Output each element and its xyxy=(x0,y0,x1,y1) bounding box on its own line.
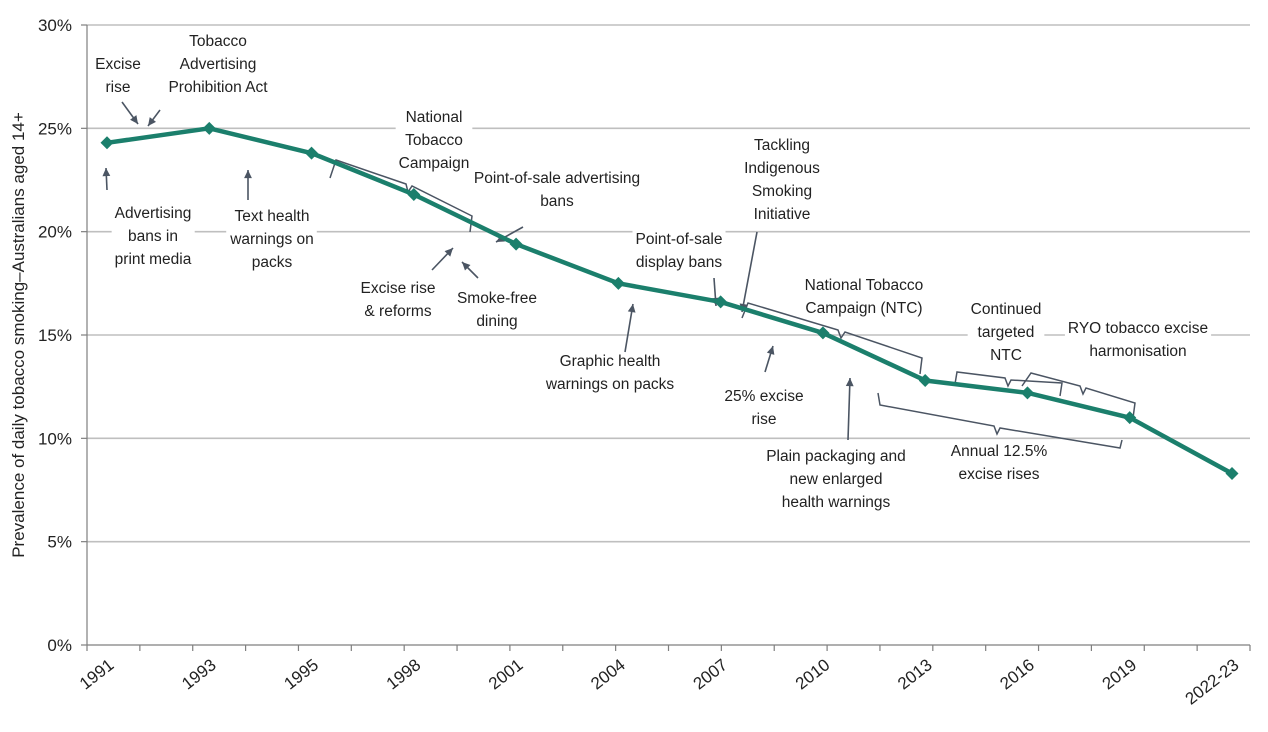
arrow-head xyxy=(244,170,252,179)
arrow-head xyxy=(766,346,775,355)
annotation-label: Smoke-free dining xyxy=(457,290,537,330)
annotation-label: Plain packaging and new enlarged health wa… xyxy=(766,448,906,511)
annotation-backing xyxy=(1064,319,1212,361)
x-tick-label: 2010 xyxy=(792,655,834,693)
arrow-head xyxy=(845,378,854,387)
y-tick-label: 20% xyxy=(38,223,72,242)
annotation-label: Point-of-sale display bans xyxy=(635,231,722,271)
arrow-head xyxy=(444,248,453,257)
x-tick-label: 2013 xyxy=(894,655,936,693)
axes xyxy=(81,24,1251,651)
annotation-backing xyxy=(453,289,541,331)
data-point xyxy=(100,136,114,150)
annotation-backing xyxy=(721,387,807,429)
annotation-label: Advertising bans in print media xyxy=(115,205,192,268)
data-point xyxy=(202,121,216,135)
annotation-bracket xyxy=(1021,372,1136,419)
data-point xyxy=(509,237,523,251)
arrow-head xyxy=(627,304,636,313)
annotation-label: Graphic health warnings on packs xyxy=(545,353,675,393)
annotation-arrow xyxy=(624,303,634,353)
x-tick-labels: 1991 1993 1995 1998 2001 2004 2007 2010 2013 2016… xyxy=(76,655,1243,708)
data-point xyxy=(1020,386,1034,400)
annotation-label: National Tobacco Campaign (NTC) xyxy=(805,277,924,317)
arrow-head xyxy=(462,262,471,271)
annotation-label: Tackling Indigenous Smoking Initiative xyxy=(744,137,820,223)
arrow-head xyxy=(102,168,111,177)
annotation-label: 25% excise rise xyxy=(724,388,803,428)
x-tick-label: 1995 xyxy=(281,655,323,693)
annotation-backing xyxy=(947,442,1051,484)
annotation-backing xyxy=(541,352,678,394)
annotations: Excise rise Tobacco Advertising Prohibition … xyxy=(92,32,1212,512)
annotation-label: Annual 12.5% excise rises xyxy=(951,443,1048,483)
data-point xyxy=(1225,466,1239,480)
annotation-label: Continued targeted NTC xyxy=(971,301,1042,364)
annotation-backing xyxy=(967,300,1045,365)
annotation-arrow xyxy=(741,231,758,313)
y-tick-label: 25% xyxy=(38,119,72,138)
annotation-backing xyxy=(395,108,473,173)
y-tick-label: 5% xyxy=(47,533,72,552)
data-point xyxy=(816,326,830,340)
annotation-backing xyxy=(763,447,909,512)
x-tick-label: 2007 xyxy=(690,655,732,693)
annotation-backing xyxy=(226,207,317,272)
annotation-label: Excise rise & reforms xyxy=(361,280,436,320)
y-axis-label: Prevalence of daily tobacco smoking–Aust… xyxy=(9,112,28,558)
x-tick-label: 2019 xyxy=(1099,655,1141,693)
series-line xyxy=(106,126,1234,476)
x-tick-label: 1993 xyxy=(178,655,220,693)
annotation-label: Point-of-sale advertising bans xyxy=(474,170,640,210)
gridlines xyxy=(87,24,1250,543)
data-point xyxy=(918,373,932,387)
x-tick-label: 2022-23 xyxy=(1182,655,1243,708)
x-tick-label: 1991 xyxy=(76,655,118,693)
annotation-backing xyxy=(632,230,726,272)
data-point xyxy=(714,295,728,309)
arrow-head xyxy=(148,117,156,126)
annotation-bracket xyxy=(954,371,1063,397)
annotation-label: Text health warnings on packs xyxy=(229,208,314,271)
annotation-backing xyxy=(470,169,644,211)
annotation-backing xyxy=(111,204,195,269)
x-tick-label: 2016 xyxy=(996,655,1038,693)
data-point xyxy=(305,146,319,160)
series xyxy=(100,121,1239,480)
annotation-label: National Tobacco Campaign xyxy=(399,109,470,172)
annotation-label: Excise rise xyxy=(95,56,141,96)
y-tick-label: 10% xyxy=(38,429,72,448)
data-point xyxy=(1123,411,1137,425)
y-tick-labels: 0% 5% 10% 15% 20% 25% 30% xyxy=(38,16,72,655)
annotation-label: RYO tobacco excise harmonisation xyxy=(1068,320,1208,360)
y-tick-label: 30% xyxy=(38,16,72,35)
y-tick-label: 0% xyxy=(47,636,72,655)
annotation-backing xyxy=(165,32,272,97)
y-tick-label: 15% xyxy=(38,326,72,345)
data-point xyxy=(407,187,421,201)
x-tick-label: 2004 xyxy=(587,655,629,693)
annotation-bracket xyxy=(877,392,1123,449)
annotation-arrow xyxy=(847,377,851,441)
annotation-bracket xyxy=(741,302,923,375)
annotation-backing xyxy=(92,55,144,97)
x-tick-label: 1998 xyxy=(383,655,425,693)
annotation-backing xyxy=(801,276,927,318)
annotation-backing xyxy=(357,279,439,321)
annotation-label: Tobacco Advertising Prohibition Act xyxy=(168,33,268,96)
x-tick-label: 2001 xyxy=(485,655,527,693)
data-point xyxy=(611,276,625,290)
arrow-head xyxy=(130,115,138,124)
annotation-backing xyxy=(741,136,824,224)
